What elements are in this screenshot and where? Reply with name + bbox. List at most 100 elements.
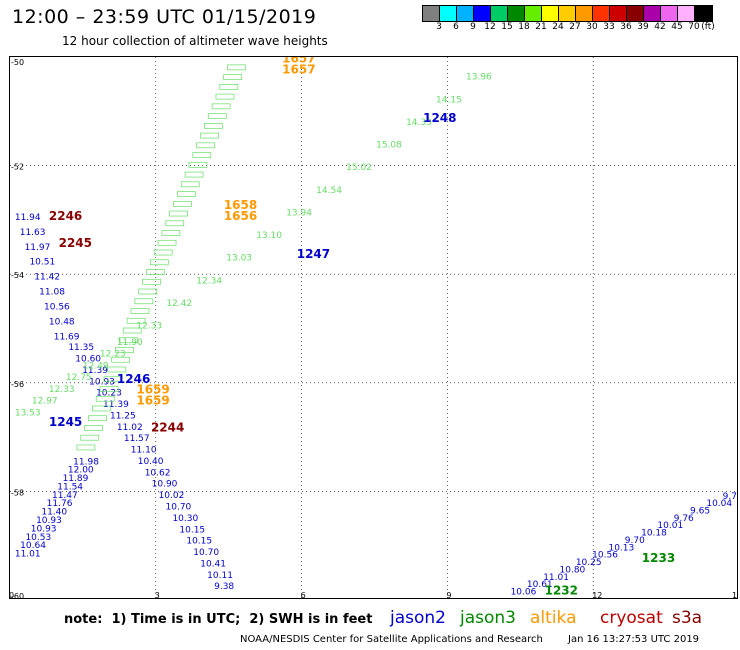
wave-height-label: 11.98 (73, 457, 99, 467)
color-swatch (695, 6, 712, 21)
color-swatch (576, 6, 593, 21)
wave-height-label: 13.96 (466, 73, 492, 83)
color-swatch (644, 6, 661, 21)
jason3-dense-track-mark (92, 405, 111, 412)
jason3-dense-track-mark (184, 171, 204, 178)
jason3-dense-track-mark (200, 132, 219, 139)
jason3-dense-track-mark (227, 64, 246, 71)
wave-height-label: 12.42 (166, 299, 192, 309)
wave-height-label: 11.02 (117, 423, 143, 433)
wave-height-label: 12.00 (68, 466, 94, 476)
color-swatch (474, 6, 491, 21)
wave-height-label: 10.56 (592, 551, 618, 561)
track-time-label: 1233 (642, 551, 675, 565)
jason3-dense-track-mark (111, 356, 131, 363)
jason3-dense-track-mark (84, 425, 103, 431)
legend-jason2: jason2 (390, 608, 446, 628)
wave-height-label: 10.80 (560, 565, 586, 575)
wave-height-label: 11.42 (34, 273, 60, 283)
wave-height-label: 12.23 (100, 350, 126, 360)
wave-height-label: 10.90 (152, 480, 178, 490)
wave-height-label: 12.34 (196, 276, 222, 286)
y-tick-label: -60 (11, 592, 24, 599)
x-tick-label: 12 (592, 591, 602, 599)
jason3-dense-track-mark (173, 200, 192, 207)
wave-height-label: 10.60 (75, 355, 101, 365)
wave-height-label: 9.76 (674, 514, 694, 524)
wave-height-label: 11.97 (25, 243, 51, 253)
color-scale-tick: 42 (654, 22, 666, 32)
wave-height-label: 10.15 (186, 537, 212, 547)
color-scale-tick: 3 (436, 22, 442, 32)
wave-height-label: 10.18 (641, 529, 667, 539)
track-time-label: 1246 (117, 372, 150, 386)
color-scale-unit: (ft) (701, 22, 715, 32)
jason3-dense-track-mark (204, 122, 223, 129)
x-tick-label: 3 (155, 591, 160, 599)
color-swatch (661, 6, 678, 21)
map-plot-area[interactable]: -50 -52 -54 -56 -58 -600 3 6 9 12 15 11.94 11.63 11.9… (9, 56, 738, 599)
jason3-dense-track-mark (99, 386, 119, 392)
jason3-dense-track-mark (119, 337, 138, 344)
wave-height-label: 11.76 (47, 499, 73, 509)
wave-height-label: 10.64 (20, 541, 46, 551)
track-time-label: 1659 (136, 394, 169, 408)
jason3-dense-track-mark (126, 317, 146, 324)
wave-height-label: 12.97 (32, 397, 58, 407)
color-scale-tick: 39 (637, 22, 649, 32)
track-time-label: 2245 (59, 236, 92, 250)
x-tick-label: 6 (301, 591, 306, 599)
wave-height-label: 12.75 (66, 373, 92, 383)
wave-height-label: 11.57 (124, 434, 150, 444)
jason3-dense-track-mark (169, 210, 188, 217)
wave-height-label: 10.25 (576, 558, 602, 568)
jason3-dense-track-mark (165, 220, 185, 227)
track-time-label: 1659 (136, 383, 169, 397)
track-time-label: 1232 (545, 584, 578, 598)
jason3-dense-track-mark (157, 239, 177, 246)
color-swatch (610, 6, 627, 21)
wave-height-label: 15.08 (376, 141, 402, 151)
track-time-label: 1656 (224, 209, 257, 223)
jason3-dense-track-mark (219, 84, 239, 90)
color-scale-tick: 36 (620, 22, 632, 32)
color-scale-tick: 18 (518, 22, 530, 32)
jason3-dense-track-mark (196, 142, 216, 149)
color-swatch (593, 6, 610, 21)
map-svg: -50 -52 -54 -56 -58 -600 3 6 9 12 15 11.94 11.63 11.9… (10, 57, 737, 599)
track-time-label: 1247 (297, 247, 330, 261)
color-swatch (525, 6, 542, 21)
color-scale-tick: 15 (501, 22, 513, 32)
color-swatch (627, 6, 644, 21)
wave-height-label: 12.33 (49, 385, 75, 395)
wave-height-label: 10.15 (179, 525, 205, 535)
wave-height-label: 14.15 (436, 95, 462, 105)
track-time-label: 2244 (151, 421, 184, 435)
y-tick-label: -58 (11, 488, 24, 497)
wave-height-label: 11.10 (131, 446, 157, 456)
wave-height-label: 12.16 (496, 57, 522, 60)
wave-height-label: 12.33 (136, 322, 162, 332)
jason3-dense-track-mark (211, 103, 231, 110)
color-scale-tick: 45 (671, 22, 683, 32)
legend-cryosat: cryosat (600, 608, 663, 628)
jason3-dense-track-mark (80, 434, 100, 441)
color-scale-tick: 21 (535, 22, 547, 32)
jason3-dense-track-mark (122, 327, 142, 334)
wave-height-label: 11.25 (110, 411, 136, 421)
track-time-label: 1657 (282, 57, 315, 65)
track-time-label: 1248 (423, 111, 456, 125)
jason3-dense-track-mark (107, 366, 127, 373)
page-title: 12:00 – 23:59 UTC 01/15/2019 (12, 6, 317, 28)
color-swatch (457, 6, 474, 21)
jason3-dense-track-mark (88, 415, 107, 422)
jason3-dense-track-mark (134, 298, 154, 305)
wave-height-label: 13.94 (286, 208, 312, 218)
wave-height-label: 11.94 (15, 213, 41, 223)
page-subtitle: 12 hour collection of altimeter wave hei… (62, 34, 328, 48)
wave-height-label: 12.49 (83, 361, 109, 371)
y-tick-label: -50 (11, 58, 24, 67)
wave-height-label: 10.93 (89, 377, 115, 387)
color-scale-tick: 70 (688, 22, 700, 32)
legend-s3a: s3a (672, 608, 703, 628)
